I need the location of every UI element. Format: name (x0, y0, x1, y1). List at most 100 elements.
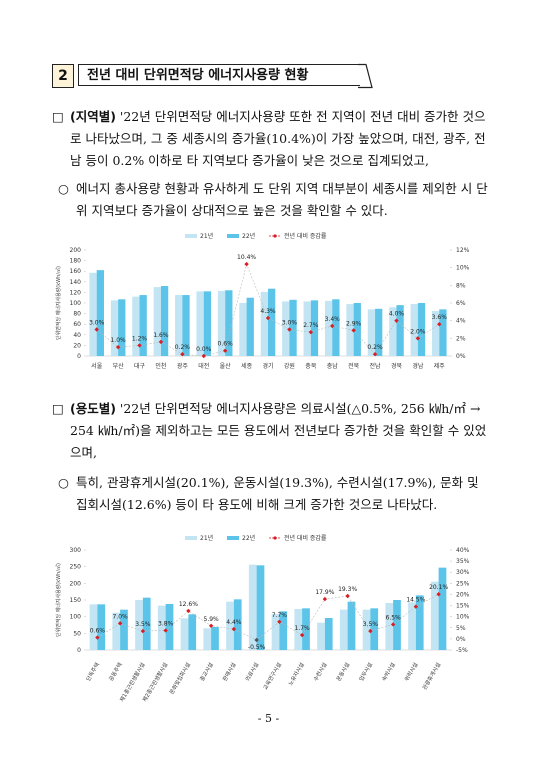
bar (439, 309, 447, 356)
rate-label: 3.8% (158, 620, 174, 627)
bar (112, 612, 121, 650)
bar (180, 618, 189, 650)
bar (324, 300, 333, 356)
bar (317, 622, 325, 650)
bar (410, 304, 418, 356)
x-tick-label: 전남 (370, 362, 382, 370)
bar (294, 609, 303, 650)
chart-container: 단위면적당 에너지사용량(kWh/㎡) 0 50 100 150 200 250 300 -5%… (50, 530, 490, 710)
bar (393, 600, 401, 650)
rate-marker (287, 327, 292, 332)
x-tick-label: 공동주택 (108, 662, 124, 683)
rate-label: 2.0% (410, 328, 426, 335)
rate-marker (244, 261, 249, 267)
bar (332, 299, 340, 356)
x-tick-label: 경남 (412, 362, 424, 370)
x-tick-label: 운동시설 (334, 661, 351, 683)
section-title: 전년 대비 단위면적당 에너지사용량 현황 (78, 64, 360, 86)
rate-marker (208, 623, 214, 628)
bar (196, 291, 204, 356)
x-tick-label: 대전 (198, 362, 209, 370)
bar (248, 564, 257, 650)
x-tick-label: 수련시설 (312, 661, 329, 683)
y2-tick-label: 30% (456, 569, 470, 576)
y2-tick-label: 0% (456, 353, 466, 360)
y2-tick-label: 40% (456, 547, 470, 554)
x-tick-label: 노유자시설 (286, 661, 306, 687)
legend-label: 22년 (242, 232, 255, 240)
bar (260, 291, 268, 356)
rate-marker (95, 635, 100, 640)
y2-tick-label: 25% (456, 580, 470, 587)
legend-swatch (185, 536, 197, 540)
y-tick-label: 0 (77, 647, 81, 654)
paragraph-body: (용도별) '22년 단위면적당 에너지사용량은 의료시설(△0.5%, 256… (70, 398, 492, 464)
bar (233, 599, 242, 650)
y-tick-label: 200 (70, 580, 82, 587)
page-number: - 5 - (257, 712, 280, 725)
rate-marker (186, 608, 191, 614)
bar (256, 565, 265, 650)
y-tick-label: 160 (70, 268, 82, 275)
y2-tick-label: 10% (456, 614, 470, 621)
section-number: 2 (52, 64, 74, 88)
x-tick-label: 단독주택 (84, 661, 101, 683)
marker: ○ (58, 475, 69, 490)
rate-label: 1.7% (295, 625, 311, 632)
marker: □ (52, 401, 64, 416)
legend-label: 전년 대비 증감률 (284, 534, 327, 542)
x-tick-label: 강원 (284, 362, 295, 370)
y2-tick-label: 12% (456, 247, 470, 254)
rate-label: 14.5% (406, 597, 425, 604)
bar (110, 300, 119, 356)
paragraph: ○ 특히, 관광휴게시설(20.1%), 운동시설(19.3%), 수련시설(1… (58, 472, 492, 516)
y2-tick-label: 15% (456, 603, 470, 610)
rate-label: 0.6% (218, 341, 234, 348)
rate-marker (137, 343, 142, 348)
bar (96, 270, 104, 356)
bar (353, 303, 361, 356)
y-tick-label: 180 (70, 258, 82, 265)
legend-label: 22년 (242, 534, 255, 542)
bar (226, 601, 234, 650)
y-axis-label: 단위면적당 에너지사용량(kWh/㎡) (55, 266, 62, 340)
rate-label: 5.9% (204, 616, 220, 623)
y2-tick-label: 5% (456, 625, 466, 632)
title-corner (358, 63, 373, 89)
rate-label: 1.6% (153, 332, 169, 339)
x-tick-label: 대구 (134, 362, 146, 370)
x-tick-label: 관광휴게시설 (420, 661, 442, 691)
y2-tick-label: 0% (456, 636, 466, 643)
bar (157, 605, 166, 650)
rate-label: 7.7% (272, 612, 288, 619)
label: (지역별) (70, 109, 116, 124)
rate-label: 19.3% (338, 586, 357, 593)
rate-marker (265, 315, 271, 321)
rate-marker (158, 339, 164, 345)
rate-label: 4.0% (389, 311, 405, 318)
legend-label: 21년 (200, 232, 213, 240)
x-tick-label: 교육연구시설 (261, 661, 283, 691)
rate-label: 3.5% (135, 621, 151, 628)
bar (132, 296, 140, 356)
bar (139, 295, 147, 356)
y-tick-label: 120 (70, 289, 82, 296)
bar (118, 299, 126, 356)
x-tick-label: 문화및집회시설 (167, 661, 192, 696)
marker: □ (52, 109, 64, 124)
rate-label: 0.0% (196, 346, 212, 353)
x-tick-label: 광주 (177, 363, 189, 370)
rate-label: 2.7% (303, 322, 319, 329)
bar (89, 272, 97, 356)
legend-swatch (273, 536, 277, 540)
x-tick-label: 부산 (113, 362, 125, 370)
y-tick-label: 20 (73, 342, 81, 349)
y-tick-label: 100 (70, 614, 82, 621)
paragraph: □ (지역별) '22년 단위면적당 에너지사용량 또한 전 지역이 전년 대비… (52, 106, 492, 172)
bar (303, 301, 311, 356)
bar (389, 307, 397, 356)
y2-tick-label: -5% (456, 647, 468, 654)
y-axis-label: 단위면적당 에너지사용량(kWh/㎡) (55, 563, 62, 637)
rate-label: 7.0% (113, 613, 129, 620)
bar (396, 305, 404, 356)
